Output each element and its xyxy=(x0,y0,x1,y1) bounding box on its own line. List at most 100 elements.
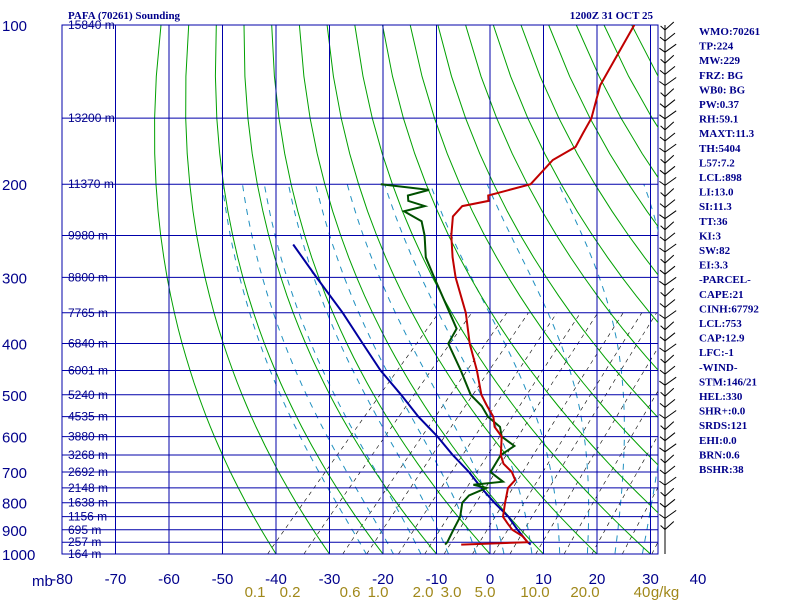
mixing-ratio-line xyxy=(509,312,657,554)
index-item: BRN:0.6 xyxy=(699,449,740,461)
temperature-tick-label: -10 xyxy=(426,571,448,588)
temperature-tick-label: -70 xyxy=(105,571,127,588)
wind-barb xyxy=(659,81,666,86)
wind-barb xyxy=(659,180,666,186)
index-item: RH:59.1 xyxy=(699,114,738,126)
index-item: LFC:-1 xyxy=(699,347,734,359)
height-label: 4535 m xyxy=(68,410,108,424)
dry-adiabat xyxy=(154,25,277,554)
wind-barb xyxy=(664,487,675,497)
index-item: BSHR:38 xyxy=(699,464,744,476)
wind-barb xyxy=(664,410,677,419)
temperature-tick-label: -80 xyxy=(51,571,73,588)
wind-barb xyxy=(660,258,666,264)
pressure-label: 800 xyxy=(2,496,27,513)
parcel-trace xyxy=(292,243,532,546)
wind-barb xyxy=(659,147,666,153)
wind-barb xyxy=(659,480,666,486)
wind-barb xyxy=(659,169,666,175)
wind-barb xyxy=(664,243,677,253)
index-item: KI:3 xyxy=(699,230,722,242)
wind-barb xyxy=(664,432,676,442)
wind-barb xyxy=(660,225,666,231)
temperature-tick-label: -40 xyxy=(265,571,287,588)
mixing-ratio-label: 3.0 xyxy=(441,584,462,600)
wind-barb xyxy=(659,103,666,109)
index-item: SHR+:0.0 xyxy=(699,406,746,418)
height-label: 6001 m xyxy=(68,364,108,378)
height-label: 3880 m xyxy=(68,430,108,444)
wind-barb xyxy=(664,110,677,120)
height-label: 1638 m xyxy=(68,496,108,510)
pressure-label: 900 xyxy=(2,523,27,540)
pressure-label: 700 xyxy=(2,465,27,482)
dry-adiabat xyxy=(520,25,658,276)
wind-barb xyxy=(664,66,676,75)
pressure-label: 100 xyxy=(2,18,27,35)
height-label: 7765 m xyxy=(68,306,108,320)
mb-label: mb xyxy=(32,573,53,590)
wind-barb xyxy=(664,288,675,297)
wind-barb xyxy=(664,399,676,408)
mixing-ratio-label: g/kg xyxy=(651,584,679,600)
index-item: CINH:67792 xyxy=(699,303,759,315)
index-item: CAP:12.9 xyxy=(699,333,745,345)
wind-barb xyxy=(660,458,666,464)
pressure-label: 600 xyxy=(2,430,27,447)
moist-adiabat xyxy=(486,184,590,554)
wind-barb xyxy=(664,88,675,97)
wind-barb xyxy=(664,221,675,231)
wind-barb xyxy=(664,132,676,142)
wind-barb xyxy=(664,99,676,109)
dewpoint-trace xyxy=(380,183,517,546)
dry-adiabat xyxy=(465,25,658,371)
wind-barb xyxy=(664,321,675,331)
index-item: STM:146/21 xyxy=(699,376,757,388)
index-item: TP:224 xyxy=(699,41,734,53)
mixing-ratio-line xyxy=(443,312,599,554)
wind-barb xyxy=(664,21,675,31)
wind-barb xyxy=(659,502,666,508)
wind-barb xyxy=(659,513,666,519)
height-label: 15840 m xyxy=(68,18,115,32)
wind-barb xyxy=(660,158,666,164)
wind-barb xyxy=(664,276,677,286)
dry-adiabat xyxy=(492,25,658,324)
wind-barb xyxy=(659,136,666,142)
height-label: 695 m xyxy=(68,523,101,537)
index-item: EI:3.3 xyxy=(699,260,729,272)
index-item: TT:36 xyxy=(699,216,728,228)
plot-area xyxy=(61,24,659,555)
temperature-tick-label: -30 xyxy=(319,571,341,588)
wind-barb xyxy=(660,358,666,364)
index-item: -WIND- xyxy=(699,362,738,374)
index-item: SW:82 xyxy=(699,245,731,257)
wind-barb xyxy=(664,121,675,131)
dry-adiabat xyxy=(326,25,598,554)
wind-barb xyxy=(664,387,675,397)
chart-title: PAFA (70261) Sounding xyxy=(68,10,181,22)
index-item: CAPE:21 xyxy=(699,289,744,301)
wind-barb xyxy=(664,54,675,64)
mixing-ratio-label: 20.0 xyxy=(570,584,599,600)
mixing-ratio-line xyxy=(398,312,558,554)
wind-barb xyxy=(659,47,666,53)
wind-barb xyxy=(664,310,677,320)
height-label: 8800 m xyxy=(68,270,108,284)
wind-barb xyxy=(660,58,666,64)
wind-barb xyxy=(664,421,675,430)
wind-barb xyxy=(660,525,666,530)
wind-barb xyxy=(659,280,666,286)
wind-barb xyxy=(664,343,677,353)
mixing-ratio-label: 1.0 xyxy=(368,584,389,600)
wind-barb xyxy=(659,114,666,120)
index-item: TH:5404 xyxy=(699,143,741,155)
index-item: LCL:898 xyxy=(699,172,742,184)
index-item: LI:13.0 xyxy=(699,187,734,199)
height-label: 1156 m xyxy=(68,510,107,524)
temperature-tick-label: -20 xyxy=(372,571,394,588)
wind-barb xyxy=(659,236,666,242)
index-item: WMO:70261 xyxy=(699,26,760,38)
mixing-ratio-label: 40 xyxy=(634,584,651,600)
